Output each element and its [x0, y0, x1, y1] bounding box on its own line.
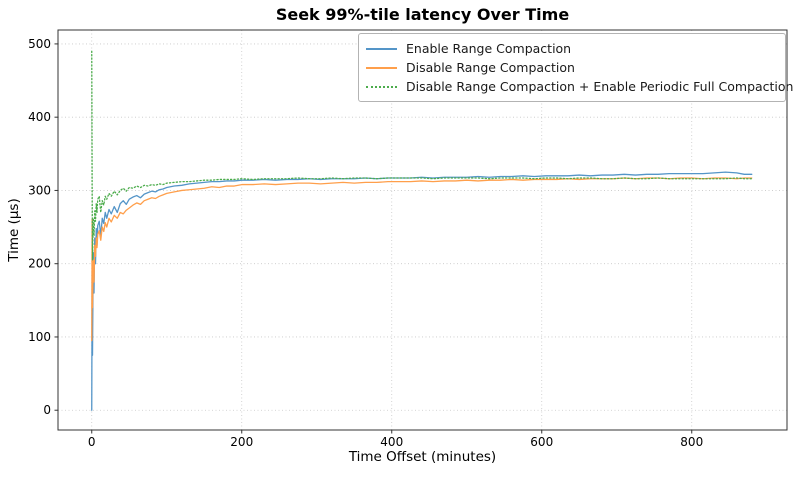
x-tick-label: 800	[680, 435, 703, 449]
legend: Enable Range Compaction Disable Range Co…	[358, 33, 793, 102]
y-tick-label: 200	[28, 257, 51, 271]
y-tick-label: 400	[28, 110, 51, 124]
y-tick-label: 500	[28, 37, 51, 51]
legend-label: Disable Range Compaction	[406, 60, 575, 75]
legend-line-sample-green	[366, 85, 397, 88]
legend-item: Disable Range Compaction	[366, 58, 777, 77]
y-tick-label: 100	[28, 330, 51, 344]
legend-label: Enable Range Compaction	[406, 41, 572, 56]
chart-title: Seek 99%-tile latency Over Time	[275, 5, 570, 24]
x-tick-label: 400	[380, 435, 403, 449]
legend-item: Enable Range Compaction	[366, 39, 777, 58]
legend-line-sample-orange	[366, 66, 397, 69]
x-tick-label: 600	[530, 435, 553, 449]
y-axis-label: Time (µs)	[6, 198, 22, 262]
legend-label: Disable Range Compaction + Enable Period…	[406, 79, 794, 94]
y-tick-label: 0	[43, 403, 51, 417]
series-line-1	[91, 177, 753, 342]
plot-border	[57, 29, 788, 431]
x-tick-label: 0	[88, 435, 96, 449]
legend-item: Disable Range Compaction + Enable Period…	[366, 77, 793, 96]
x-tick-label: 200	[230, 435, 253, 449]
legend-line-sample-blue	[366, 47, 397, 50]
series-line-0	[91, 171, 753, 411]
series-line-2	[91, 50, 753, 261]
x-axis-label: Time Offset (minutes)	[348, 449, 497, 465]
y-tick-label: 300	[28, 183, 51, 197]
